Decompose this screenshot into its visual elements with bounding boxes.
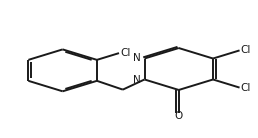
Text: Cl: Cl bbox=[241, 83, 251, 93]
Text: O: O bbox=[175, 111, 183, 121]
Text: N: N bbox=[133, 53, 140, 63]
Text: Cl: Cl bbox=[120, 48, 131, 58]
Text: Cl: Cl bbox=[241, 45, 251, 55]
Text: N: N bbox=[133, 75, 140, 85]
